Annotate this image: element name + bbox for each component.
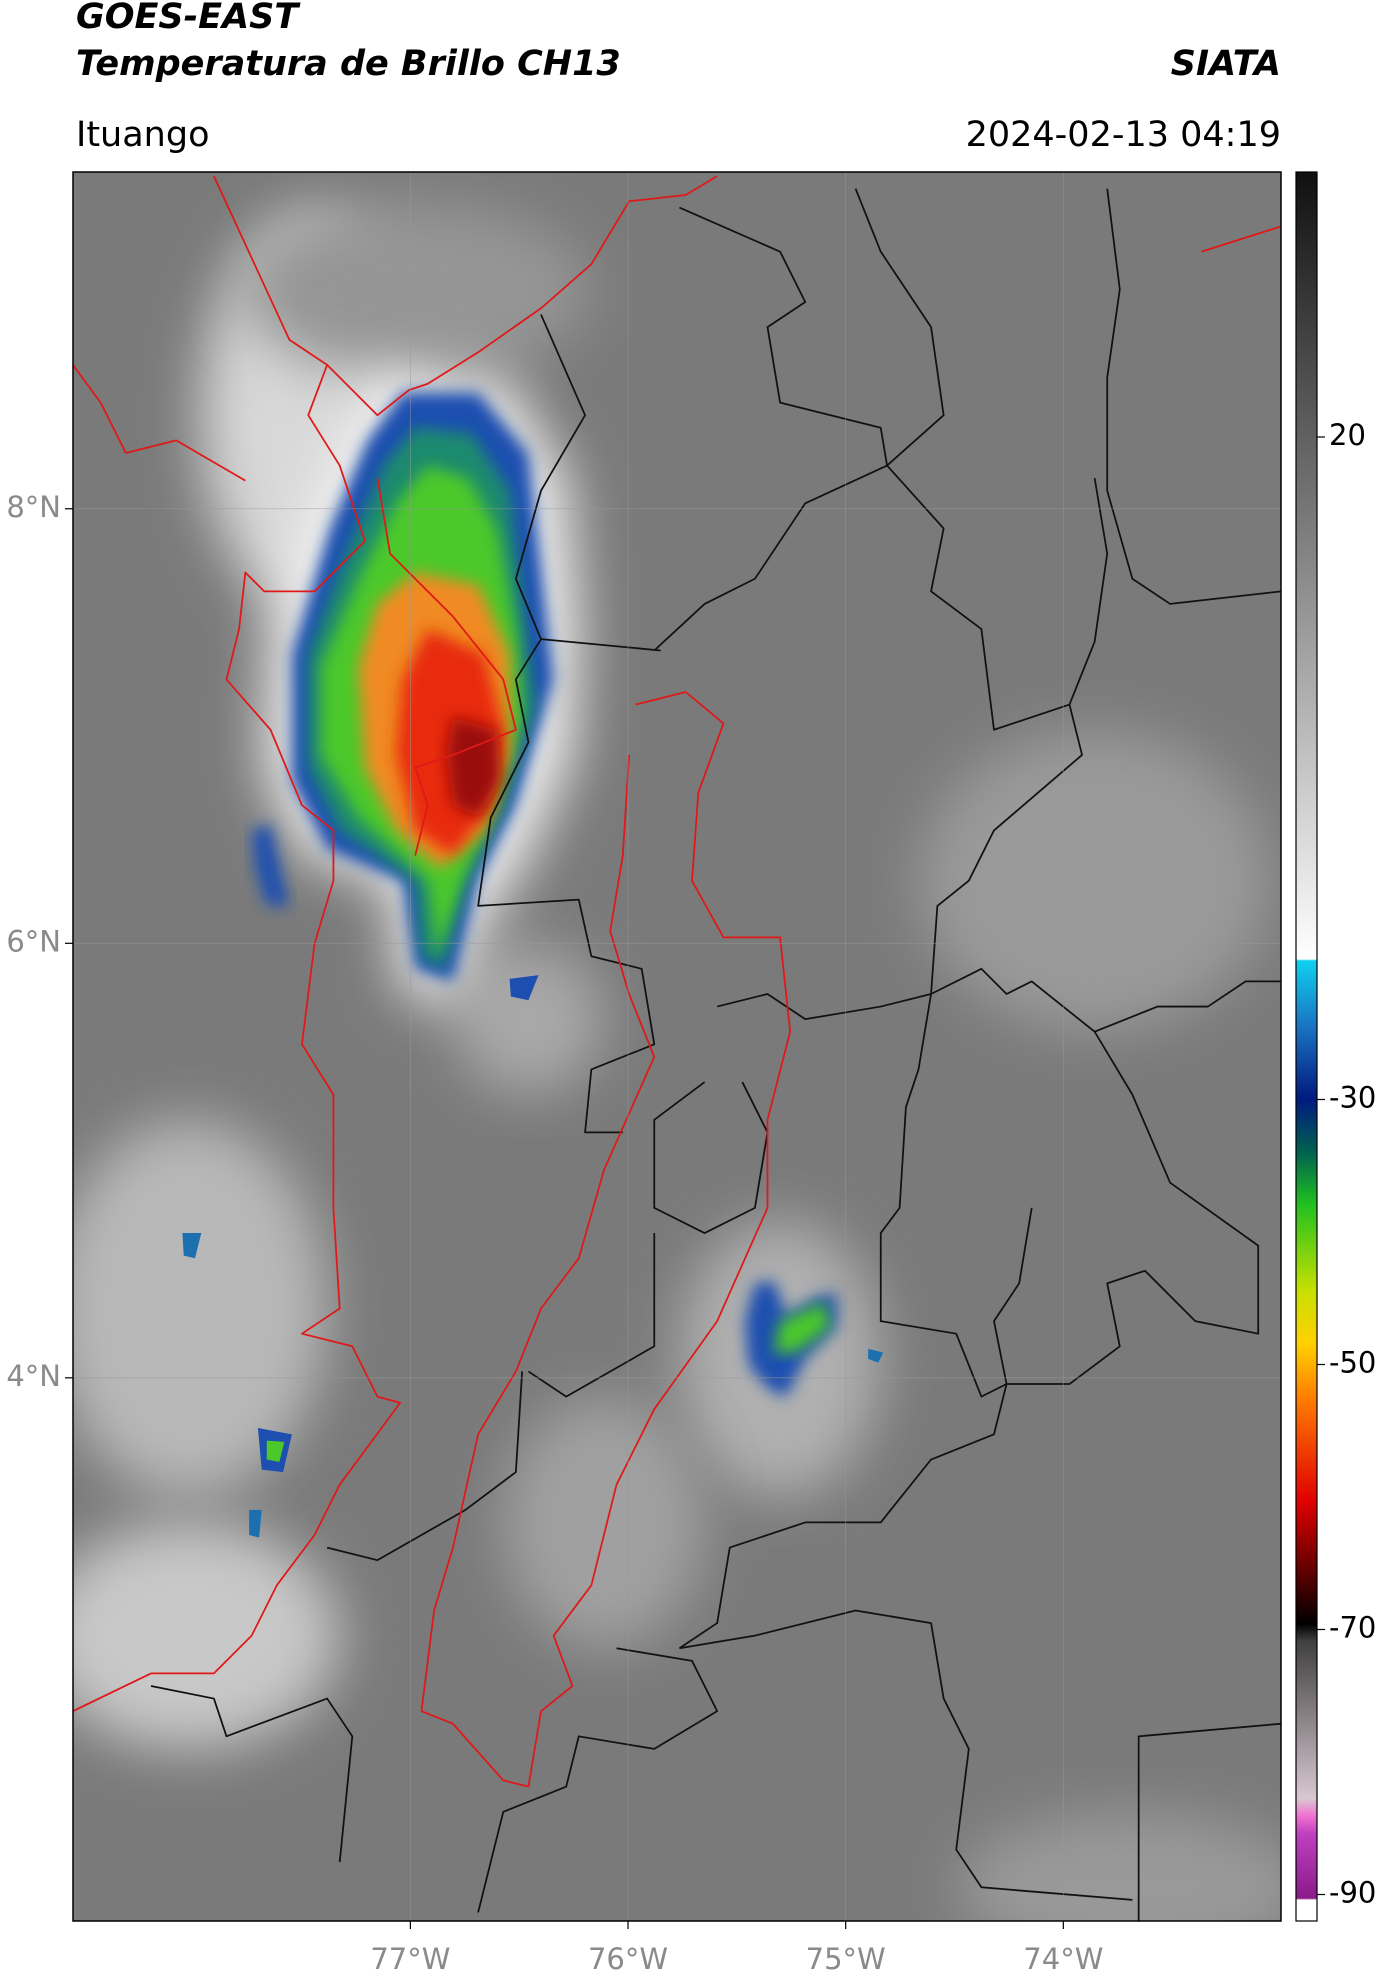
title: GOES-EAST [76, 0, 301, 37]
clouds [73, 201, 1281, 1921]
map-frame [72, 171, 1282, 1922]
colorbar-label: -90 [1329, 1876, 1376, 1910]
x-tick-label: 77°W [370, 1942, 450, 1976]
x-tick-label: 75°W [806, 1942, 886, 1976]
colorbar-label: 20 [1329, 418, 1366, 452]
colorbar-label: -70 [1329, 1611, 1376, 1645]
colorbar-label: -30 [1329, 1081, 1376, 1115]
borders [73, 175, 1281, 1921]
y-tick-label: 6°N [6, 924, 61, 958]
y-tick-label: 4°N [6, 1359, 61, 1393]
grid [73, 172, 1281, 1921]
map-image [73, 172, 1281, 1921]
subtitle: Temperatura de Brillo CH13 [76, 44, 621, 84]
brand: SIATA [1171, 44, 1281, 84]
colorbar-label: -50 [1329, 1346, 1376, 1380]
datetime: 2024-02-13 04:19 [966, 115, 1281, 155]
y-tick-label: 8°N [6, 490, 61, 524]
location: Ituango [76, 115, 210, 155]
x-tick-label: 74°W [1023, 1942, 1103, 1976]
x-tick-label: 76°W [588, 1942, 668, 1976]
colorbar [1295, 171, 1318, 1922]
